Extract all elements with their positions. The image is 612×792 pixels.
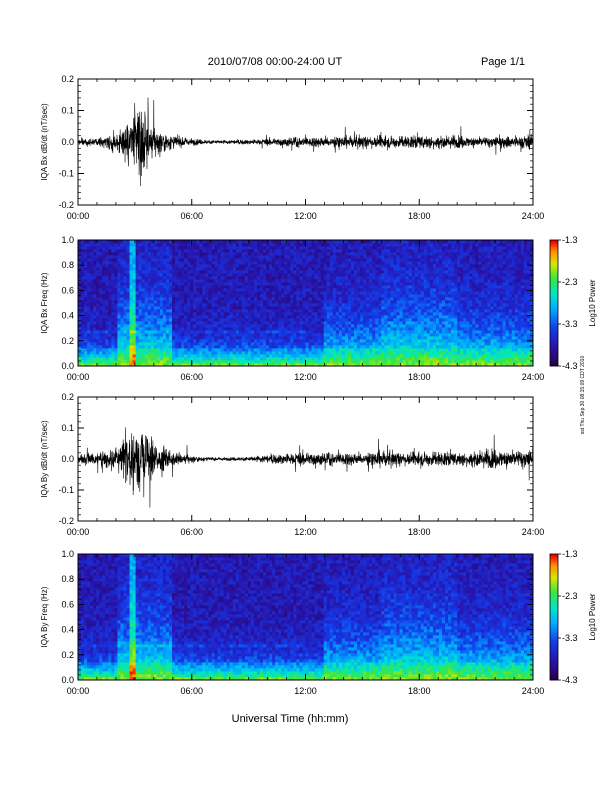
x-tick-label: 12:00: [294, 211, 317, 221]
y-tick-label: -0.1: [58, 485, 74, 495]
side-stamp: sst Thu Sep 30 08:15:09 CDT 2010: [580, 356, 586, 435]
spectrogram-cells: [78, 554, 534, 681]
y-tick-label: 0.8: [61, 260, 74, 270]
y-tick-label: 0.0: [61, 454, 74, 464]
x-tick-label: 24:00: [522, 686, 545, 696]
dbdt-series-line: [78, 97, 533, 187]
x-tick-label: 00:00: [67, 372, 90, 382]
colorbar-frame: [549, 239, 559, 367]
y-tick-label: -0.2: [58, 516, 74, 526]
y-tick-label: 0.1: [61, 106, 74, 116]
y-tick-label: 0.0: [61, 675, 74, 685]
colorbar-tick-label: -1.3: [562, 235, 578, 245]
colorbar-tick-label: -3.3: [562, 633, 578, 643]
colorbar-tick-label: -3.3: [562, 319, 578, 329]
page-title: 2010/07/08 00:00-24:00 UT: [208, 56, 343, 68]
y-tick-label: 0.2: [61, 336, 74, 346]
y-tick-label: 0.4: [61, 311, 74, 321]
y-tick-label: 0.8: [61, 574, 74, 584]
x-tick-label: 18:00: [408, 527, 431, 537]
spectrogram-cells: [78, 240, 534, 367]
page-label: Page 1/1: [481, 56, 525, 68]
y-tick-label: 0.4: [61, 625, 74, 635]
x-tick-label: 00:00: [67, 527, 90, 537]
colorbar-label: Log10 Power: [588, 279, 597, 326]
y-axis-label: IQA By Freq (Hz): [40, 586, 49, 647]
y-tick-label: 0.2: [61, 392, 74, 402]
colorbar: [550, 240, 558, 367]
dbdt-series-line: [78, 427, 533, 508]
x-tick-label: 00:00: [67, 211, 90, 221]
x-tick-label: 18:00: [408, 211, 431, 221]
x-tick-label: 24:00: [522, 527, 545, 537]
colorbar-tick-label: -4.3: [562, 675, 578, 685]
x-tick-label: 06:00: [180, 211, 203, 221]
x-tick-label: 12:00: [294, 372, 317, 382]
y-tick-label: -0.2: [58, 200, 74, 210]
y-tick-label: 1.0: [61, 549, 74, 559]
y-tick-label: -0.1: [58, 169, 74, 179]
x-tick-label: 24:00: [522, 211, 545, 221]
x-tick-label: 06:00: [180, 686, 203, 696]
x-tick-label: 00:00: [67, 686, 90, 696]
y-tick-label: 0.0: [61, 137, 74, 147]
x-tick-label: 24:00: [522, 372, 545, 382]
x-tick-label: 06:00: [180, 372, 203, 382]
y-tick-label: 0.2: [61, 650, 74, 660]
x-tick-label: 12:00: [294, 686, 317, 696]
colorbar-tick-label: -2.3: [562, 591, 578, 601]
y-tick-label: 1.0: [61, 235, 74, 245]
y-axis-label: IQA Bx Freq (Hz): [40, 272, 49, 333]
x-tick-label: 18:00: [408, 686, 431, 696]
colorbar: [550, 554, 558, 681]
y-tick-label: 0.2: [61, 74, 74, 84]
y-tick-label: 0.0: [61, 361, 74, 371]
y-tick-label: 0.6: [61, 285, 74, 295]
x-tick-label: 18:00: [408, 372, 431, 382]
y-tick-label: 0.1: [61, 423, 74, 433]
colorbar-tick-label: -4.3: [562, 361, 578, 371]
colorbar-tick-label: -2.3: [562, 277, 578, 287]
by-dbdt-panel: 00:00 06:00 12:00 18:00 24:00 -0.2 -0.1 0.0 0.1 0…: [40, 392, 544, 537]
x-tick-label: 12:00: [294, 527, 317, 537]
y-axis-label: IQA By dB/dt (nT/sec): [40, 420, 49, 498]
bx-dbdt-panel: 00:00 06:00 12:00 18:00 24:00 -0.2 -0.1 0.0 0.1 0…: [40, 74, 544, 221]
colorbar-label: Log10 Power: [588, 593, 597, 640]
bx-spectrogram-panel: -1.3 -2.3 -3.3 -4.3 Log10 Power 00:00 06:00 12:…: [40, 235, 597, 382]
y-tick-label: 0.6: [61, 599, 74, 609]
y-axis-label: IQA Bx dB/dt (nT/sec): [40, 103, 49, 181]
by-spectrogram-panel: -1.3 -2.3 -3.3 -4.3 Log10 Power 00:00 06:00 12:…: [40, 549, 597, 696]
x-tick-label: 06:00: [180, 527, 203, 537]
colorbar-tick-label: -1.3: [562, 549, 578, 559]
x-axis-label: Universal Time (hh:mm): [232, 713, 349, 725]
colorbar-frame: [549, 553, 559, 681]
